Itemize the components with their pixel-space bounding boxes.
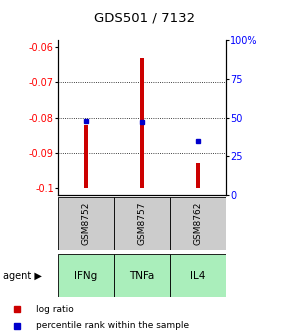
Text: TNFa: TNFa: [129, 270, 155, 281]
Text: percentile rank within the sample: percentile rank within the sample: [36, 322, 189, 331]
Text: GSM8752: GSM8752: [81, 202, 90, 245]
Text: agent ▶: agent ▶: [3, 270, 42, 281]
Bar: [84, 125, 88, 188]
Bar: [58, 254, 114, 297]
Text: GDS501 / 7132: GDS501 / 7132: [95, 12, 195, 25]
Text: GSM8757: GSM8757: [137, 202, 147, 245]
Bar: [58, 197, 114, 250]
Bar: [140, 58, 144, 188]
Bar: [170, 254, 226, 297]
Text: GSM8762: GSM8762: [194, 202, 203, 245]
Text: IFNg: IFNg: [75, 270, 98, 281]
Bar: [114, 197, 170, 250]
Bar: [114, 254, 170, 297]
Text: IL4: IL4: [191, 270, 206, 281]
Text: log ratio: log ratio: [36, 304, 74, 313]
Bar: [196, 163, 200, 188]
Bar: [170, 197, 226, 250]
